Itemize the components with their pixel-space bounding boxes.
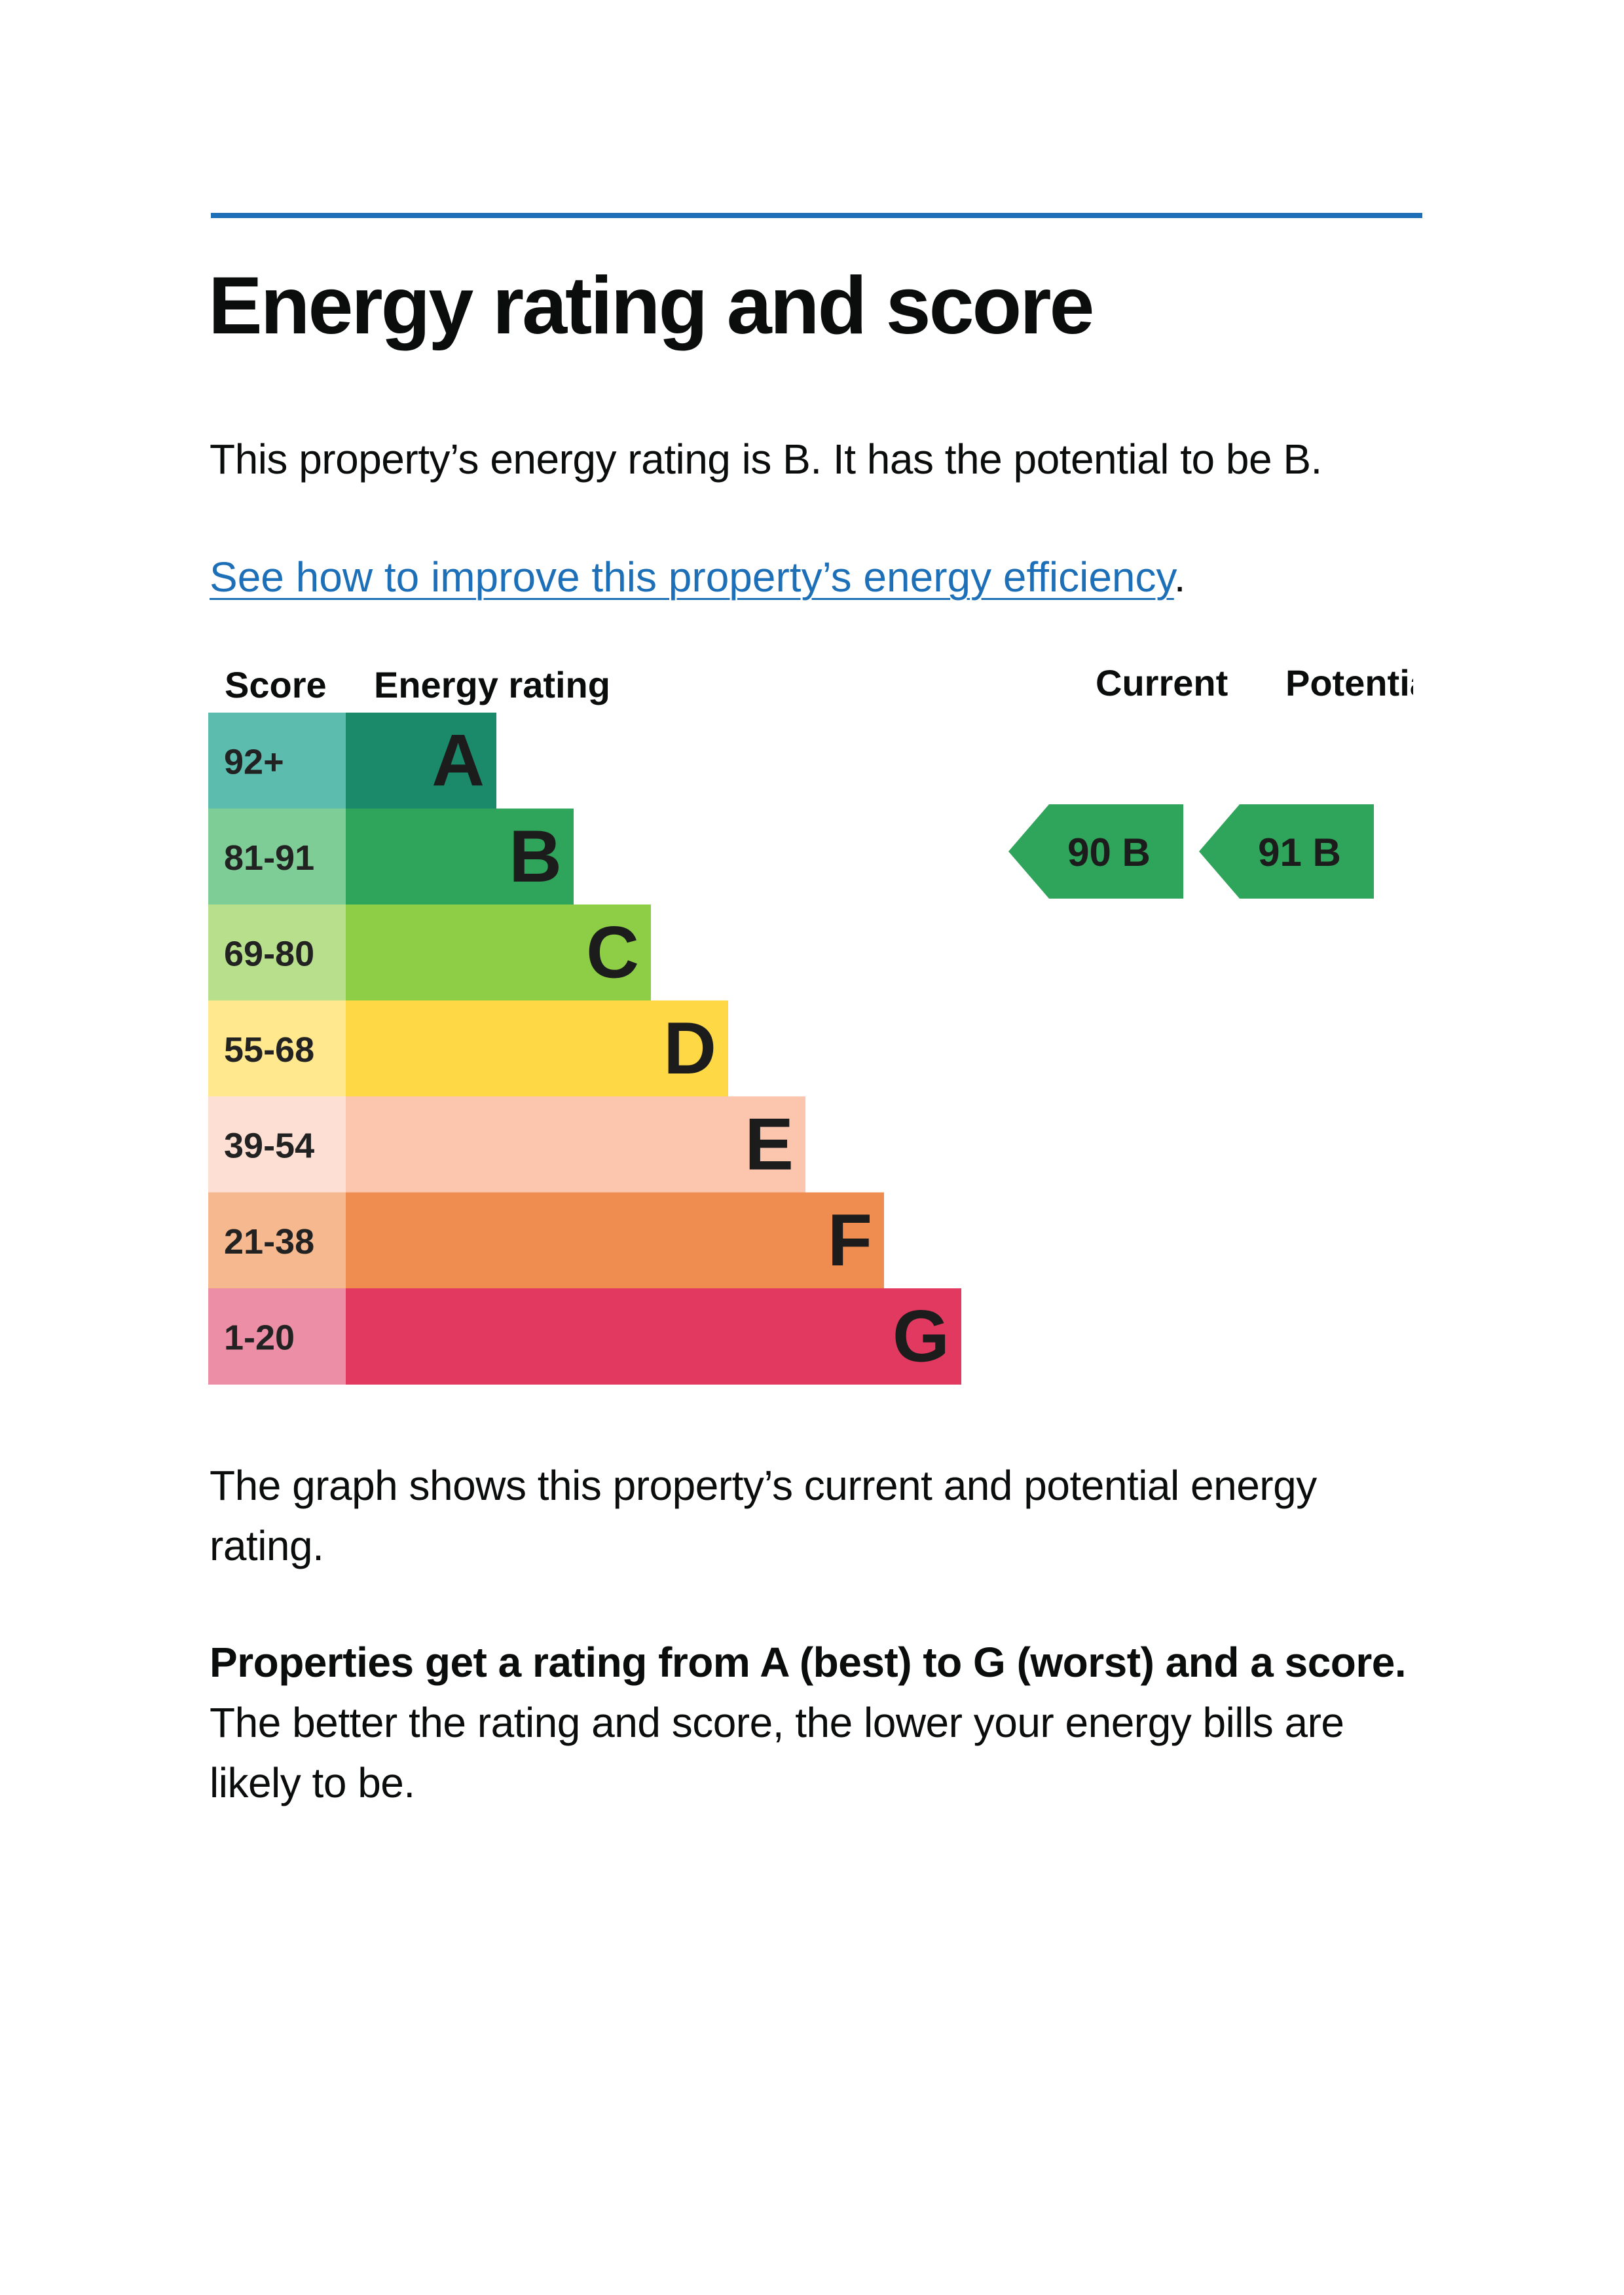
rating-letter-e: E <box>745 1103 794 1185</box>
page-title: Energy rating and score <box>208 261 1095 351</box>
rating-bar-g <box>346 1288 961 1385</box>
rating-letter-a: A <box>432 719 485 801</box>
score-cell-a <box>208 713 346 809</box>
rating-letter-c: C <box>586 911 639 993</box>
score-cell-b <box>208 808 346 905</box>
score-cell-d <box>208 1000 346 1097</box>
score-range-b: 81-91 <box>224 838 314 878</box>
current-rating-label: 90 B <box>1067 830 1151 874</box>
score-range-f: 21-38 <box>224 1222 314 1261</box>
rating-summary: Properties get a rating from A (best) to… <box>210 1632 1421 1813</box>
score-cell-g <box>208 1288 346 1385</box>
rating-bar-a <box>346 713 496 809</box>
rating-letter-d: D <box>663 1007 716 1089</box>
score-cell-c <box>208 905 346 1001</box>
rating-bar-c <box>346 905 651 1001</box>
potential-rating-label: 91 B <box>1258 830 1341 874</box>
energy-rating-graph-svg: Score Energy rating Current Potential 92+ A 81… <box>208 662 1413 1385</box>
rating-summary-rest: The better the rating and score, the low… <box>210 1699 1344 1806</box>
top-rule <box>211 213 1422 218</box>
rating-bar-d <box>346 1000 728 1097</box>
score-cell-f <box>208 1192 346 1289</box>
rating-letter-b: B <box>509 815 562 897</box>
potential-header: Potential <box>1285 662 1413 703</box>
rating-bar-f <box>346 1192 884 1289</box>
score-range-c: 69-80 <box>224 934 314 973</box>
potential-rating-arrow <box>1199 804 1374 899</box>
current-rating-arrow <box>1008 804 1183 899</box>
score-range-a: 92+ <box>224 742 284 781</box>
score-header: Score <box>225 664 327 705</box>
link-suffix: . <box>1173 553 1186 601</box>
rating-letter-f: F <box>828 1199 872 1281</box>
energy-rating-header: Energy rating <box>374 664 610 705</box>
score-range-e: 39-54 <box>224 1126 314 1165</box>
graph-caption: The graph shows this property’s current … <box>210 1462 1317 1569</box>
improve-efficiency-link[interactable]: See how to improve this property’s energ… <box>210 553 1174 601</box>
intro-text: This property’s energy rating is B. It h… <box>210 436 1322 483</box>
rating-summary-bold: Properties get a rating from A (best) to… <box>210 1639 1407 1686</box>
rating-bar-e <box>346 1096 805 1193</box>
score-range-g: 1-20 <box>224 1318 295 1357</box>
score-cell-e <box>208 1096 346 1193</box>
score-range-d: 55-68 <box>224 1030 314 1070</box>
rating-letter-g: G <box>893 1295 950 1377</box>
energy-rating-graph: Score Energy rating Current Potential 92+ A 81… <box>208 655 1413 1389</box>
improve-link-paragraph: See how to improve this property’s energ… <box>210 547 1421 607</box>
rating-bar-b <box>346 808 574 905</box>
current-header: Current <box>1096 662 1228 703</box>
